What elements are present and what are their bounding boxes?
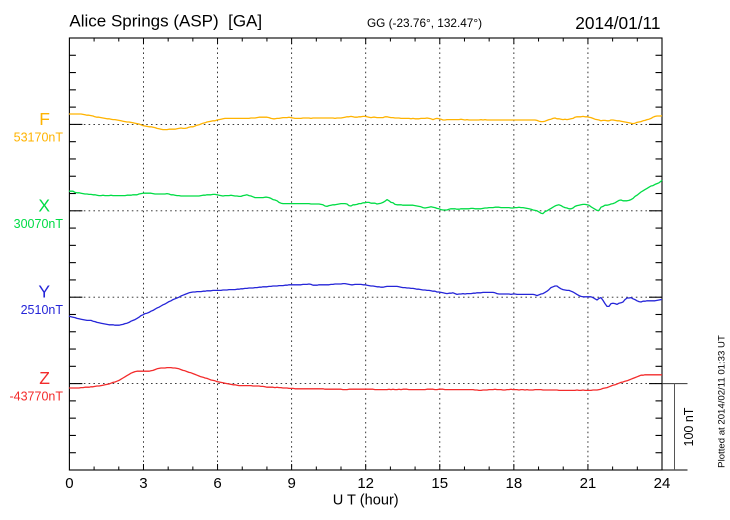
svg-text:3: 3: [139, 475, 147, 492]
svg-text:15: 15: [431, 475, 448, 492]
svg-text:21: 21: [580, 475, 597, 492]
svg-text:6: 6: [213, 475, 221, 492]
svg-text:Plotted at 2014/02/11 01:33 UT: Plotted at 2014/02/11 01:33 UT: [717, 335, 728, 468]
svg-text:2510nT: 2510nT: [21, 303, 64, 317]
svg-text:Y: Y: [38, 282, 50, 302]
svg-text:100 nT: 100 nT: [682, 407, 696, 446]
svg-text:Z: Z: [39, 368, 50, 388]
svg-text:9: 9: [287, 475, 295, 492]
svg-text:18: 18: [506, 475, 523, 492]
svg-text:Alice Springs (ASP) [GA]: Alice Springs (ASP) [GA]: [69, 12, 262, 31]
svg-text:2014/01/11: 2014/01/11: [575, 13, 660, 33]
svg-text:X: X: [38, 195, 50, 215]
svg-text:24: 24: [654, 475, 671, 492]
svg-text:F: F: [39, 109, 50, 129]
svg-text:GG (-23.76°, 132.47°): GG (-23.76°, 132.47°): [367, 16, 482, 30]
svg-text:U T (hour): U T (hour): [333, 493, 399, 509]
svg-text:12: 12: [357, 475, 374, 492]
svg-text:53170nT: 53170nT: [14, 130, 64, 144]
svg-text:30070nT: 30070nT: [14, 217, 64, 231]
svg-text:0: 0: [65, 475, 73, 492]
svg-text:-43770nT: -43770nT: [9, 390, 63, 404]
